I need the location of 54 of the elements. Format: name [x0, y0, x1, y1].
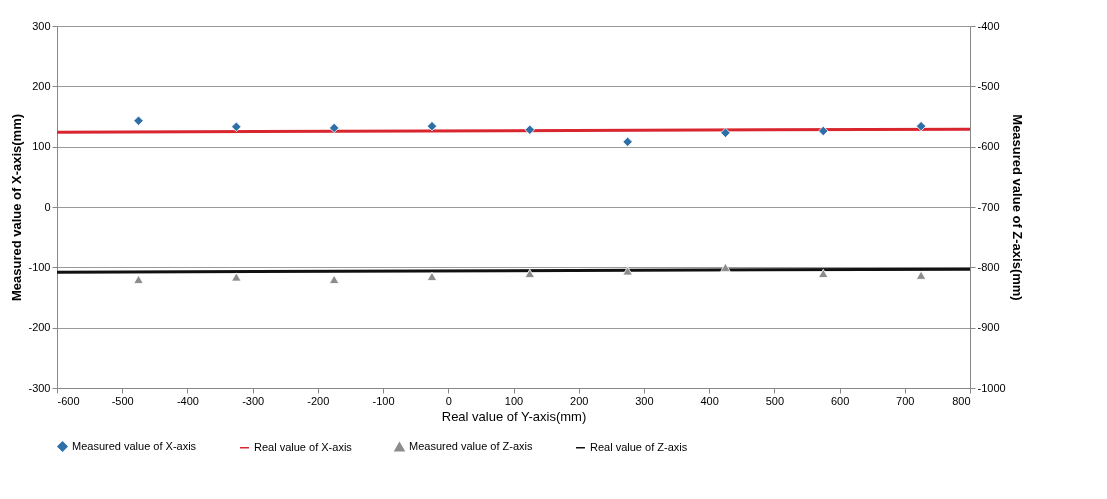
y2-tick-label: -600: [977, 140, 1000, 153]
point: [915, 121, 927, 132]
point: [524, 124, 535, 135]
y2-axis-title: Measured value of Z-axis(mm): [1009, 114, 1025, 301]
x-tick-label: 300: [635, 394, 654, 407]
y-tick-label: -100: [28, 260, 51, 273]
x-tick-label: 0: [445, 394, 452, 407]
x-tick-label: 100: [504, 394, 524, 407]
x-tick-label: -400: [176, 394, 199, 407]
y-tick-label: -300: [28, 381, 51, 394]
y-tick-label: 0: [44, 200, 51, 213]
point: [818, 268, 829, 278]
point: [622, 136, 633, 147]
y-tick-label: -200: [28, 321, 51, 334]
x-tick-label: 600: [830, 394, 850, 407]
legend-label: Real value of X-axis: [254, 440, 353, 453]
point: [329, 122, 340, 134]
point: [720, 262, 731, 272]
point: [426, 271, 438, 281]
point: [720, 127, 731, 138]
y-tick-label: 300: [32, 19, 51, 32]
legend-label: Real value of Z-axis: [590, 440, 688, 453]
point: [231, 272, 242, 282]
x-tick-label: -100: [372, 394, 395, 407]
legend-label: Measured value of X-axis: [72, 439, 197, 452]
y2-tick-label: -700: [977, 200, 1000, 213]
x-tick-label: 500: [765, 394, 785, 407]
point: [915, 270, 927, 280]
y2-tick-label: -500: [977, 79, 1000, 92]
legend-label: Measured value of Z-axis: [409, 439, 533, 452]
y-axis-title: Measured value of X-axis(mm): [9, 113, 25, 302]
point: [329, 274, 340, 284]
y-tick-label: 100: [32, 140, 51, 153]
point: [426, 121, 438, 132]
x-tick-label: -200: [307, 394, 330, 407]
point: [524, 268, 535, 278]
x-tick-label: 400: [700, 394, 719, 407]
point: [133, 274, 144, 284]
y-tick-label: 200: [32, 79, 51, 92]
x-tick-label: 700: [896, 394, 915, 407]
x-tick-label: -300: [242, 394, 265, 407]
y2-tick-label: -900: [977, 321, 1000, 334]
x-axis-title: Real value of Y-axis(mm): [441, 408, 587, 424]
y2-tick-label: -800: [977, 260, 1000, 273]
x-tick-label: 200: [570, 394, 589, 407]
x-tick-label: 800: [952, 394, 971, 407]
point: [231, 121, 242, 132]
point: [133, 115, 144, 126]
point: [622, 266, 633, 276]
point: [818, 125, 829, 137]
y2-tick-label: -400: [977, 19, 1000, 32]
x-tick-label: -600: [57, 394, 80, 407]
x-tick-label: -500: [111, 394, 134, 407]
y2-tick-label: -1000: [977, 381, 1006, 394]
